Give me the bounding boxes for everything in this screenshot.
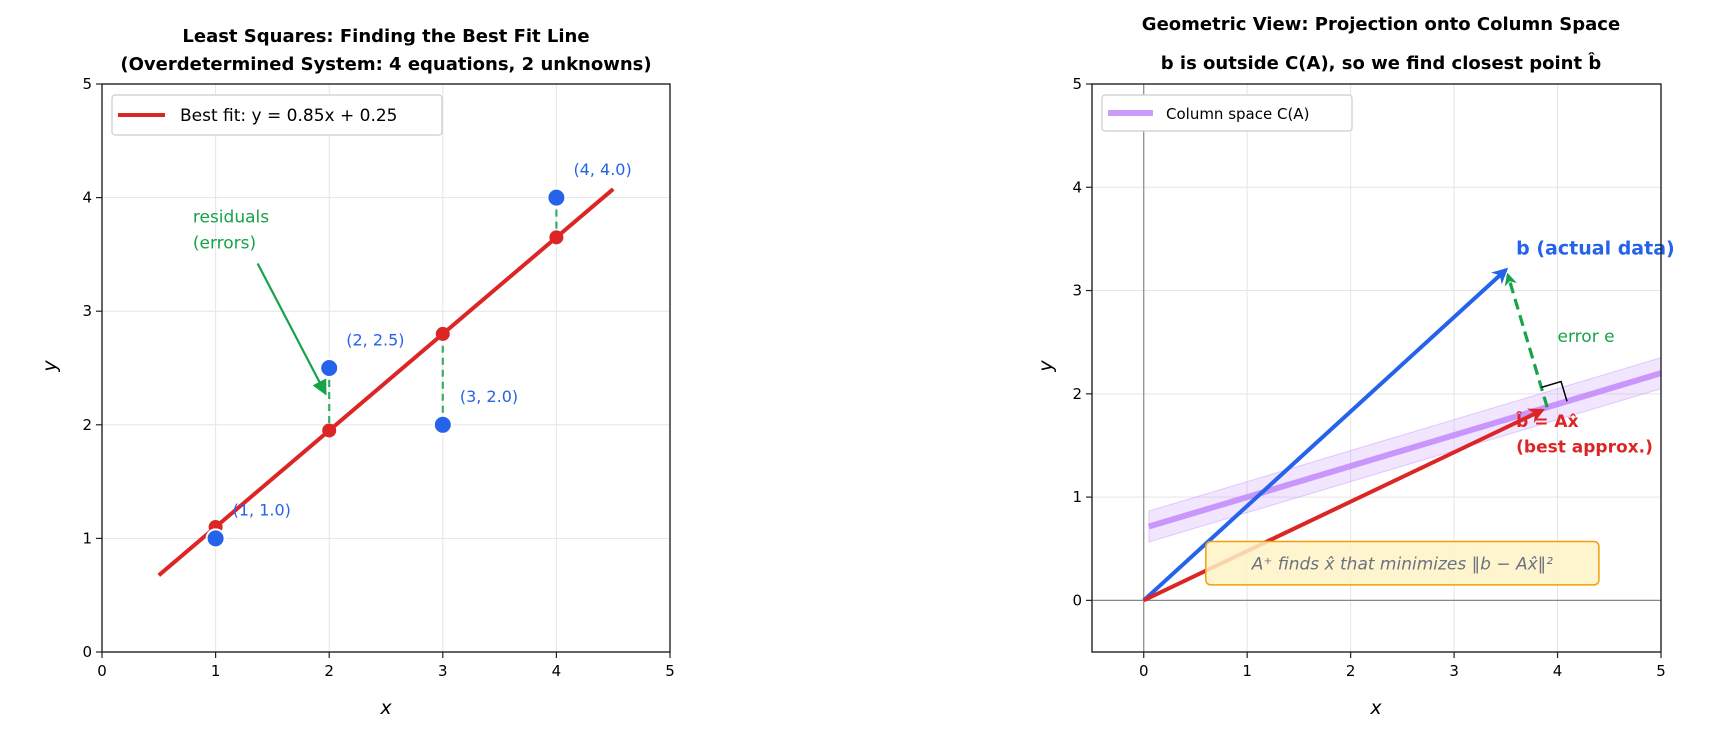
error-label: error e — [1558, 327, 1615, 347]
y-tick-label: 1 — [1072, 488, 1082, 506]
y-tick-label: 0 — [1072, 591, 1082, 609]
y-tick-label: 0 — [82, 643, 92, 661]
x-tick-label: 1 — [1242, 662, 1252, 680]
column-space-line — [1148, 370, 1662, 530]
data-point — [546, 187, 567, 208]
x-tick-label: 0 — [97, 662, 107, 680]
residuals-arrow — [256, 262, 327, 396]
y-tick-label: 4 — [1072, 178, 1082, 196]
residuals-annotation-line1: residuals — [193, 208, 269, 228]
x-tick-label: 2 — [1346, 662, 1356, 680]
x-tick-label: 5 — [1656, 662, 1666, 680]
best-fit-line — [157, 187, 615, 577]
y-tick-label: 2 — [82, 416, 92, 434]
legend-label-best-fit: Best fit: y = 0.85x + 0.25 — [180, 106, 397, 126]
y-tick-label: 5 — [1072, 75, 1082, 93]
x-tick-label: 4 — [552, 662, 562, 680]
fitted-point — [322, 423, 337, 438]
left-y-label: y — [39, 360, 61, 373]
plot-frame — [101, 83, 671, 653]
fitted-point — [435, 326, 450, 341]
data-point-label: (2, 2.5) — [346, 330, 404, 349]
note-box — [1205, 540, 1600, 586]
left-chart: Least Squares: Finding the Best Fit Line… — [39, 26, 675, 719]
vector-bhat-label: b̂ = Ax̂ — [1515, 411, 1578, 432]
vector-bhat-sublabel: (best approx.) — [1516, 438, 1653, 458]
x-tick-label: 3 — [1449, 662, 1459, 680]
residuals-annotation-line2: (errors) — [193, 234, 256, 254]
error-arrow — [1504, 272, 1549, 408]
legend-box — [1101, 94, 1353, 132]
y-tick-label: 3 — [1072, 282, 1082, 300]
x-tick-label: 1 — [211, 662, 221, 680]
right-y-label: y — [1035, 360, 1057, 373]
data-point-label: (4, 4.0) — [573, 160, 631, 179]
y-tick-label: 2 — [1072, 385, 1082, 403]
x-tick-label: 0 — [1139, 662, 1149, 680]
vector-b-arrow — [1142, 267, 1509, 602]
data-point-label: (1, 1.0) — [233, 501, 291, 520]
left-x-label: x — [379, 697, 392, 719]
x-tick-label: 4 — [1553, 662, 1563, 680]
vector-b-label: b (actual data) — [1516, 237, 1675, 259]
right-title-line2: b is outside C(A), so we find closest po… — [1161, 53, 1602, 74]
right-x-label: x — [1369, 697, 1382, 719]
x-tick-label: 5 — [665, 662, 675, 680]
data-point-label: (3, 2.0) — [460, 387, 518, 406]
y-tick-label: 5 — [82, 75, 92, 93]
left-title-line1: Least Squares: Finding the Best Fit Line — [182, 26, 589, 47]
right-title-line1: Geometric View: Projection onto Column S… — [1142, 14, 1620, 35]
x-tick-label: 3 — [438, 662, 448, 680]
y-tick-label: 4 — [82, 189, 92, 207]
legend-label-column-space: Column space C(A) — [1166, 105, 1309, 123]
x-tick-label: 2 — [324, 662, 334, 680]
data-point — [432, 414, 453, 435]
data-point — [319, 358, 340, 378]
note-text: A⁺ finds x̂ that minimizes ‖b − Ax̂‖² — [1251, 554, 1553, 574]
data-point — [205, 528, 226, 549]
plot-frame — [1091, 83, 1662, 653]
y-tick-label: 3 — [82, 302, 92, 320]
left-title-line2: (Overdetermined System: 4 equations, 2 u… — [120, 54, 651, 75]
legend-box — [111, 94, 443, 136]
right-angle-marker — [1541, 380, 1568, 402]
right-chart: Geometric View: Projection onto Column S… — [1035, 14, 1675, 719]
fitted-point — [549, 230, 564, 245]
y-tick-label: 1 — [82, 529, 92, 547]
